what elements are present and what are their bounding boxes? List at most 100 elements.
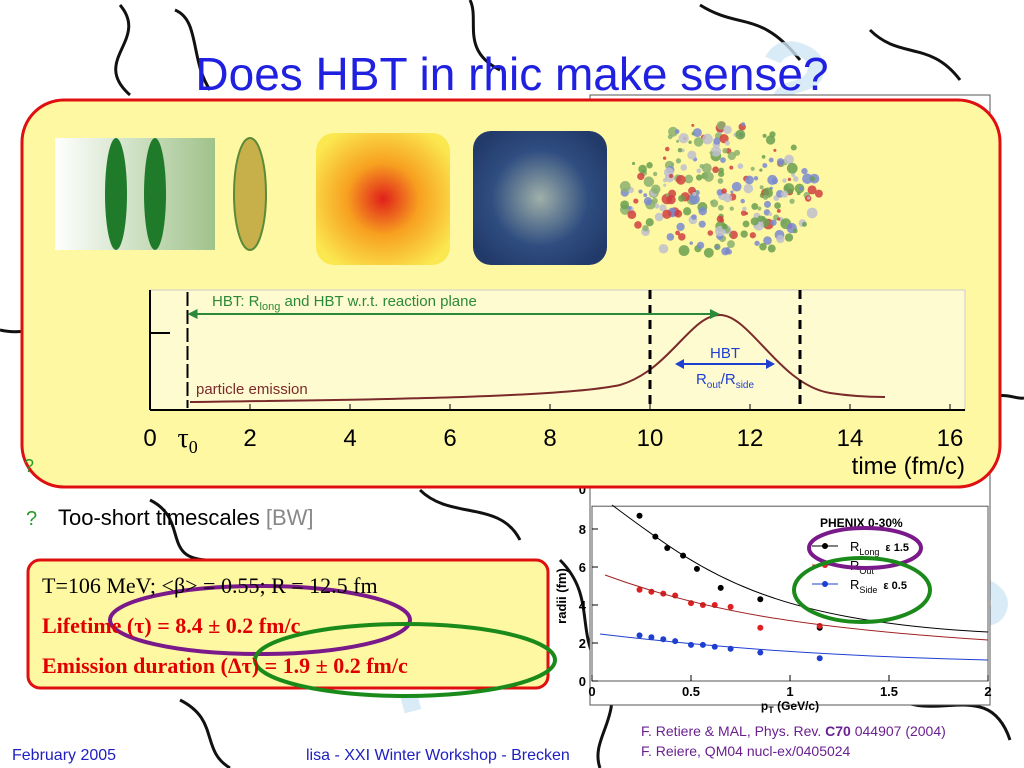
reference-part: F. Retiere & MAL, Phys. Rev.	[641, 723, 825, 739]
label-part: and HBT w.r.t. reaction plane	[280, 293, 477, 310]
particle	[792, 228, 798, 234]
y-tick-label: 0	[579, 674, 586, 689]
footer-mask	[632, 742, 640, 768]
particle	[742, 206, 747, 212]
x-tick-label: 1.5	[880, 684, 898, 699]
label-part: p	[761, 699, 768, 713]
model-curve	[611, 504, 989, 633]
particle	[637, 172, 645, 181]
particle	[696, 168, 702, 174]
overlap	[233, 137, 267, 251]
particle	[642, 224, 649, 232]
particle	[652, 171, 658, 177]
particle	[643, 196, 653, 206]
particle	[654, 212, 664, 222]
particle	[721, 223, 728, 230]
particle	[753, 176, 759, 181]
highlight-ellipse	[253, 622, 557, 698]
particle	[691, 123, 695, 127]
particle	[695, 174, 703, 181]
particle	[720, 157, 726, 163]
legend-sub: Side	[859, 585, 877, 595]
data-point	[636, 512, 643, 519]
particle	[777, 217, 781, 221]
particle	[680, 164, 688, 171]
particle	[728, 233, 733, 237]
data-point	[757, 649, 764, 656]
particle	[633, 198, 639, 204]
particle	[627, 210, 637, 220]
particle	[693, 137, 704, 147]
y-tick-label: 8	[579, 522, 586, 537]
reference: F. Reiere, QM04 nucl-ex/0405024	[641, 743, 851, 759]
reference-part: 044907 (2004)	[851, 723, 946, 739]
label-sub: long	[260, 301, 281, 313]
x-tick-label: 1	[786, 684, 793, 699]
data-point	[672, 638, 679, 645]
plot-title: PHENIX 0-30%	[820, 516, 903, 530]
hbt-box-label: HBT	[710, 345, 740, 362]
x-tick-label: 0	[143, 425, 156, 452]
particle	[643, 176, 655, 187]
particle	[677, 147, 683, 153]
particle	[774, 202, 781, 209]
fit-line: T=106 MeV; <β> = 0.55; R = 12.5 fm	[42, 573, 378, 598]
particle	[763, 200, 771, 208]
fireball-image	[316, 133, 450, 265]
label-part: R	[696, 371, 707, 388]
particle	[740, 230, 748, 238]
particle	[692, 191, 697, 196]
timeline-frame	[149, 289, 966, 411]
particle	[665, 193, 669, 197]
particle	[780, 190, 789, 198]
particle	[792, 176, 799, 182]
particle	[723, 125, 732, 135]
particle	[786, 162, 798, 174]
fit-line: Lifetime (τ) = 8.4 ± 0.2 fm/c	[42, 613, 301, 638]
data-point	[757, 596, 764, 603]
data-point	[727, 603, 734, 610]
label-part: HBT: R	[212, 293, 260, 310]
label-sub: T	[768, 705, 774, 715]
particle	[750, 217, 759, 226]
particle	[707, 230, 714, 236]
highlight-ellipse	[807, 526, 923, 570]
model-curve	[599, 633, 989, 661]
slide-texts: Does HBT in rhic make sense??? Too-short …	[12, 48, 946, 768]
particle	[767, 174, 778, 185]
data-point	[648, 634, 655, 641]
x-tick-label: 2	[243, 425, 256, 452]
particle	[754, 240, 760, 246]
nuclei-image	[55, 138, 215, 250]
reference-part: C70	[825, 723, 851, 739]
particle	[619, 181, 631, 192]
hbt-range-label: HBT: Rlong and HBT w.r.t. reaction plane	[212, 293, 477, 313]
particle	[675, 129, 680, 134]
data-point	[636, 586, 643, 593]
x-tick-label: 8	[543, 425, 556, 452]
legend-marker	[822, 543, 828, 549]
particle	[761, 155, 766, 159]
highlight-ellipse	[108, 584, 412, 656]
data-point	[816, 655, 823, 662]
particle	[724, 140, 730, 146]
particle	[678, 194, 685, 202]
particle	[765, 135, 776, 145]
x-tick-label: 16	[937, 425, 964, 452]
x-tick-label: 6	[443, 425, 456, 452]
hbt-box-label: Rout/Rside	[696, 371, 755, 391]
particle	[698, 220, 706, 228]
particle	[784, 233, 794, 242]
particle	[651, 197, 658, 204]
data-point	[717, 584, 724, 591]
particle	[670, 162, 675, 167]
data-point	[757, 624, 764, 631]
particle	[729, 165, 734, 170]
particle	[787, 177, 792, 181]
particle	[659, 204, 667, 212]
emission-curve	[189, 313, 886, 403]
x-tick-label: 4	[343, 425, 356, 452]
particle	[716, 120, 726, 130]
